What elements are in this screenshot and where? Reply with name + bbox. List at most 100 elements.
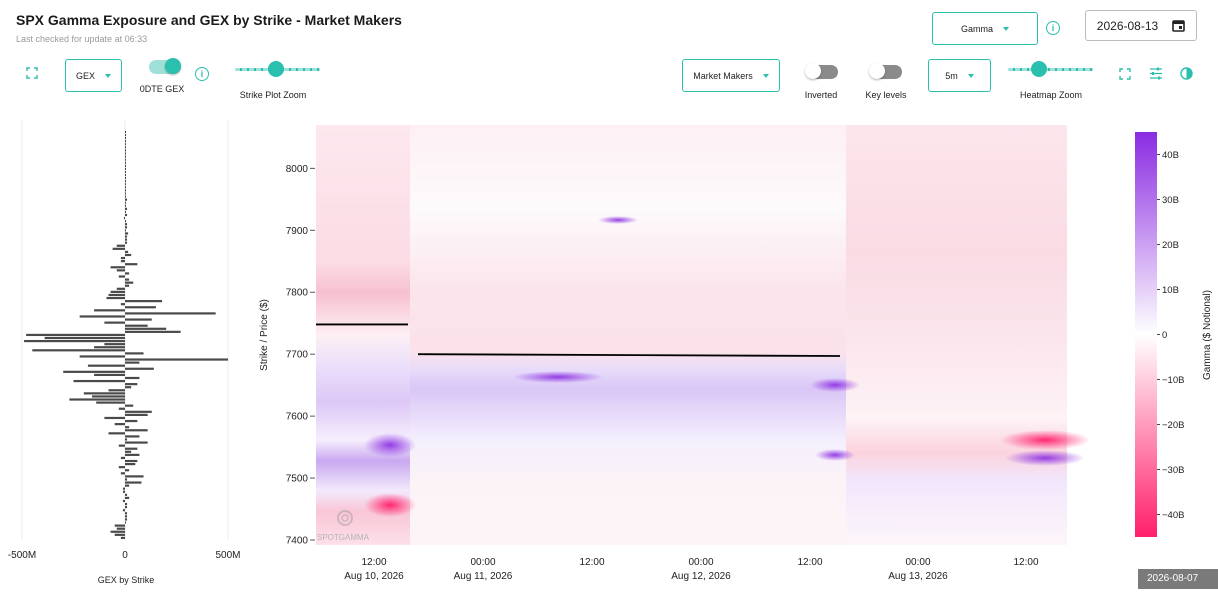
- gex-bar: [125, 235, 128, 238]
- gex-bar: [125, 429, 148, 432]
- gex-bar: [26, 333, 125, 337]
- key-levels-toggle[interactable]: [869, 63, 902, 79]
- gex-bar: [73, 379, 125, 383]
- gex-bar: [83, 392, 125, 395]
- gex-bar: [125, 367, 154, 370]
- heatmap-hotspot: [364, 493, 416, 517]
- heatmap-y-tick-label: 8000: [286, 164, 309, 175]
- gex-bar: [125, 361, 140, 364]
- interval-select[interactable]: 5m: [928, 59, 991, 92]
- gex-bar: [116, 269, 125, 272]
- gex-bar: [94, 309, 125, 312]
- odte-gex-toggle[interactable]: [149, 58, 181, 74]
- gex-bar: [125, 241, 128, 244]
- gex-select[interactable]: GEX: [65, 59, 122, 92]
- price-line: [417, 353, 841, 357]
- gex-bar: [116, 287, 125, 290]
- gamma-heatmap: 8000 7900 7800 7700 7600 7500 7400 12:00 Aug 10,…: [259, 125, 1090, 582]
- chevron-down-icon: [762, 73, 769, 78]
- gex-bar: [125, 189, 127, 192]
- strike-zoom-slider[interactable]: [235, 61, 320, 77]
- gex-bar: [125, 358, 228, 361]
- slider-ticks: [1008, 68, 1093, 71]
- heatmap-x-tick-time: 00:00: [905, 557, 930, 568]
- date-picker[interactable]: 2026-08-13: [1085, 10, 1197, 41]
- chevron-down-icon: [1003, 26, 1009, 31]
- gex-bar: [125, 327, 167, 330]
- gex-bar: [116, 244, 125, 247]
- colorbar: 40B 30B 20B 10B 0 −10B −20B −30B −40B Gamma ($ N…: [1135, 132, 1213, 537]
- chevron-down-icon: [967, 73, 974, 78]
- gex-bar: [125, 453, 140, 456]
- gex-bar: [44, 336, 125, 340]
- gex-bar: [92, 395, 125, 398]
- gex-bar: [125, 306, 156, 309]
- gex-bar: [125, 170, 127, 174]
- expand-icon[interactable]: [26, 67, 38, 79]
- heatmap-x-tick-time: 12:00: [797, 557, 822, 568]
- gex-bar: [108, 293, 125, 297]
- gex-bar: [125, 220, 127, 223]
- gex-bar: [120, 256, 125, 260]
- gex-bar: [125, 195, 127, 198]
- gex-bar: [125, 475, 144, 478]
- chevron-down-icon: [105, 73, 111, 78]
- slider-handle[interactable]: [1031, 61, 1047, 77]
- heatmap-hotspot: [513, 371, 603, 383]
- expand-icon[interactable]: [1119, 68, 1131, 80]
- spotgamma-logo: [337, 510, 353, 526]
- heatmap-y-tick-label: 7800: [286, 288, 309, 299]
- gex-bar: [69, 398, 125, 401]
- gex-bar: [125, 518, 128, 521]
- colorbar-tick-label: 40B: [1162, 150, 1179, 161]
- colorbar-label: Gamma ($ Notional): [1202, 290, 1213, 380]
- gex-bar: [125, 140, 127, 143]
- gex-bar: [123, 216, 125, 220]
- gex-bar: [125, 447, 138, 450]
- metric-select[interactable]: Gamma: [932, 12, 1038, 45]
- participant-select[interactable]: Market Makers: [682, 59, 780, 92]
- gex-bar: [96, 401, 125, 404]
- inverted-toggle[interactable]: [805, 63, 838, 79]
- sliders-icon[interactable]: [1149, 67, 1163, 80]
- gex-bar: [125, 137, 127, 140]
- gex-bar: [125, 229, 127, 232]
- gex-bar: [125, 521, 127, 524]
- contrast-icon[interactable]: [1180, 67, 1193, 80]
- calendar-icon[interactable]: [1172, 19, 1185, 32]
- gex-bar: [125, 484, 130, 487]
- gex-bar: [114, 524, 125, 527]
- info-icon[interactable]: i: [1046, 21, 1060, 35]
- toggle-knob: [165, 58, 181, 74]
- gex-bar: [125, 330, 181, 333]
- last-update-text: Last checked for update at 06:33: [16, 34, 148, 44]
- heatmap-x-tick-time: 12:00: [361, 557, 386, 568]
- colorbar-tick-label: −40B: [1162, 510, 1184, 521]
- gex-bar: [125, 130, 127, 134]
- gex-bar: [125, 152, 127, 155]
- heatmap-y-tick-label: 7700: [286, 350, 309, 361]
- heatmap-y-tick-label: 7900: [286, 226, 309, 237]
- strike-zoom-label: Strike Plot Zoom: [239, 90, 307, 100]
- gex-bar: [125, 173, 127, 177]
- colorbar-tick-label: −10B: [1162, 375, 1184, 386]
- heatmap-hotspot: [364, 433, 416, 457]
- participant-select-value: Market Makers: [693, 70, 753, 81]
- gex-bar: [104, 343, 125, 346]
- colorbar-tick-label: 10B: [1162, 285, 1179, 296]
- slider-handle[interactable]: [268, 61, 284, 77]
- gex-bar: [125, 226, 128, 229]
- gex-bar: [125, 515, 128, 518]
- gex-bar: [120, 472, 125, 475]
- heatmap-session-aug11: [410, 125, 628, 545]
- gex-bar: [125, 186, 127, 189]
- gex-bar: [125, 223, 128, 226]
- gex-bar: [125, 210, 127, 214]
- info-icon[interactable]: i: [195, 67, 209, 81]
- gex-bar: [125, 158, 127, 161]
- gex-bar: [106, 296, 125, 300]
- heatmap-zoom-slider[interactable]: [1008, 61, 1093, 77]
- metric-select-value: Gamma: [960, 23, 993, 34]
- gex-select-value: GEX: [75, 70, 95, 81]
- gex-bar: [125, 462, 136, 466]
